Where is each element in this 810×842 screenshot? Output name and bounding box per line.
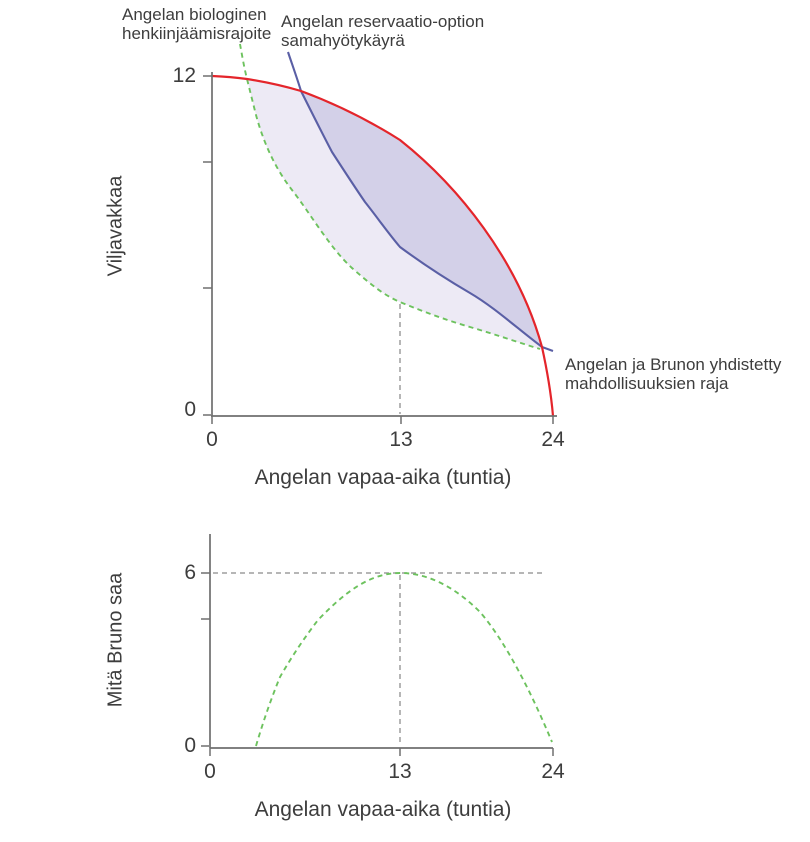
top-xtick-label-13: 13	[389, 428, 413, 451]
combined-frontier-curve	[211, 74, 555, 417]
bottom-x-axis-title: Angelan vapaa-aika (tuntia)	[254, 798, 512, 821]
bottom-xtick-label-24: 24	[541, 760, 565, 783]
gains-region-dark-fill	[301, 91, 542, 347]
top-y-axis-title: Viljavakkaa	[104, 175, 127, 277]
bottom-xtick-label-13: 13	[388, 760, 412, 783]
bottom-ytick-label-0: 0	[184, 734, 196, 757]
top-xtick-label-24: 24	[541, 428, 565, 451]
bruno-surplus-curve	[255, 572, 553, 747]
annotation-reservation-ic: Angelan reservaatio-option samahyötykäyr…	[281, 12, 485, 51]
annotation-survival-constraint: Angelan biologinen henkiinjäämisrajoite	[122, 5, 272, 44]
bottom-ytick-label-6: 6	[184, 561, 196, 584]
bottom-xtick-label-0: 0	[204, 760, 216, 783]
top-xtick-label-0: 0	[206, 428, 218, 451]
top-ytick-label-0: 0	[184, 398, 196, 421]
top-x-axis-title: Angelan vapaa-aika (tuntia)	[254, 466, 512, 489]
bottom-chart	[201, 534, 554, 756]
bottom-y-axis-title: Mitä Bruno saa	[104, 572, 127, 708]
top-chart	[203, 43, 557, 424]
top-ytick-label-12: 12	[172, 64, 196, 87]
annotation-combined-frontier: Angelan ja Brunon yhdistetty mahdollisuu…	[565, 355, 782, 394]
